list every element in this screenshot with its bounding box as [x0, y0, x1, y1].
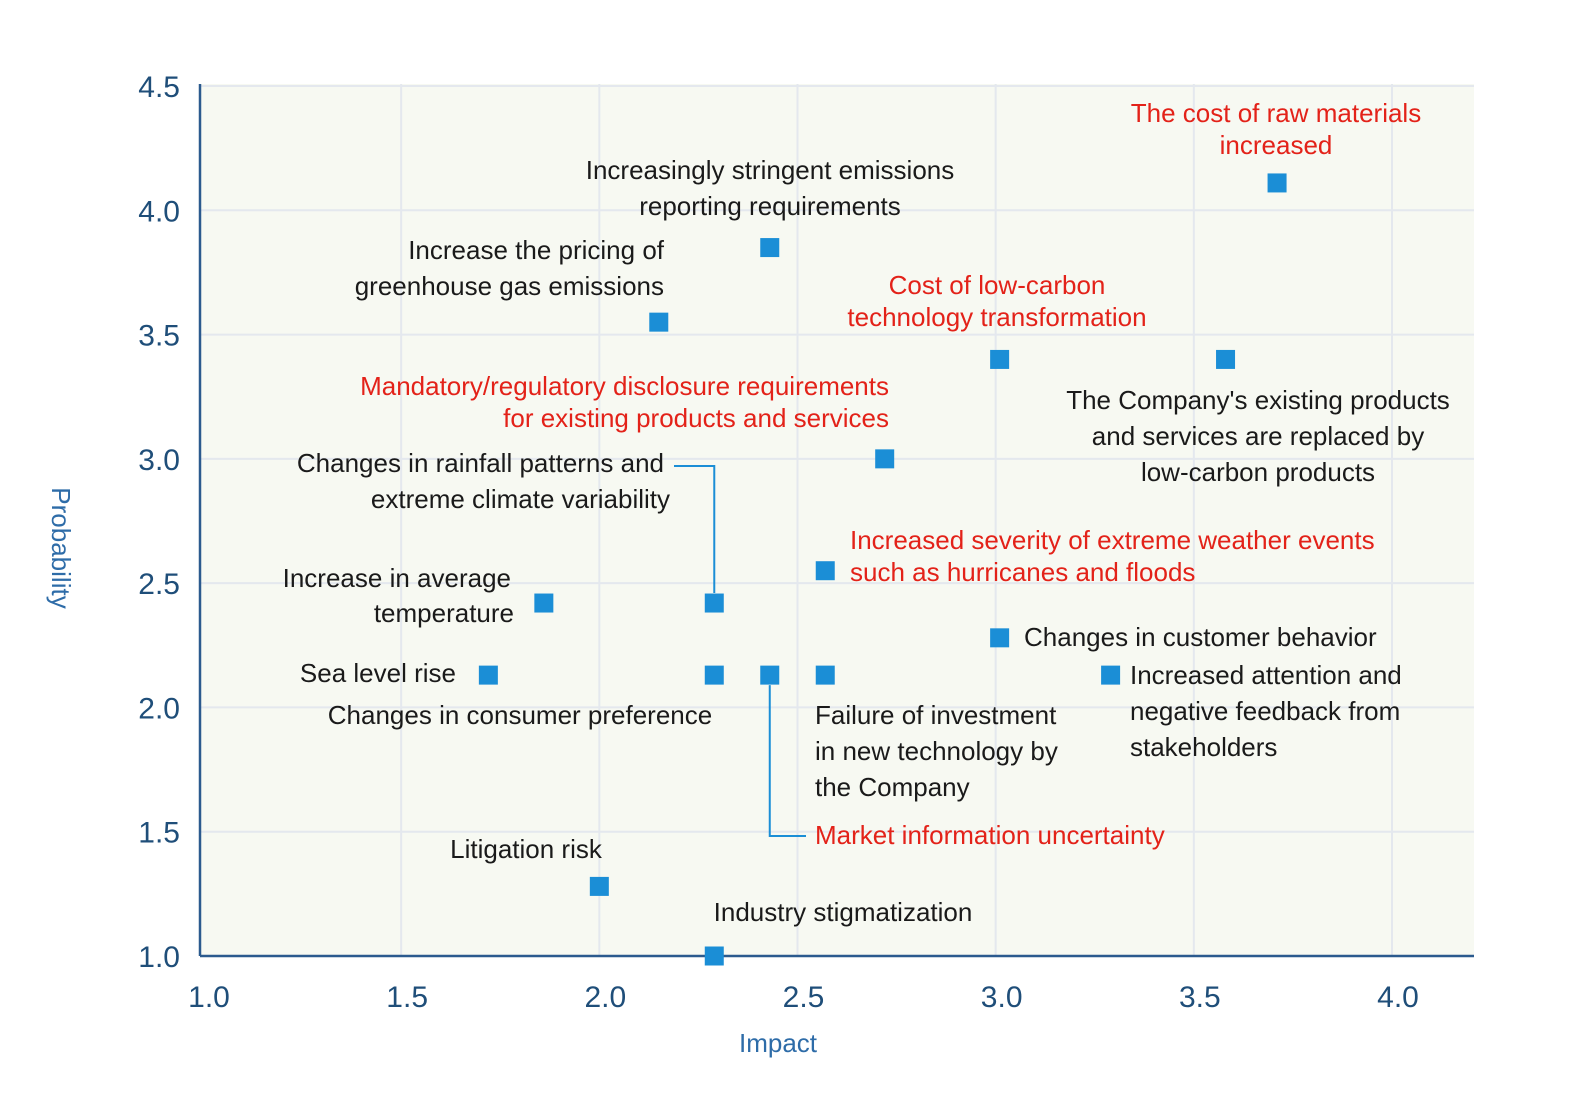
label-line: temperature — [374, 598, 514, 628]
point-stringent-reporting — [760, 238, 780, 258]
point-sea-level-rise — [478, 665, 498, 685]
label-line: Litigation risk — [450, 834, 603, 864]
label-rainfall-patterns: Changes in rainfall patterns and extreme … — [297, 448, 670, 514]
label-stringent-reporting: Increasingly stringent emissions reportin… — [586, 155, 955, 221]
point-customer-behavior — [990, 628, 1010, 648]
label-avg-temperature: Increase in average temperature — [283, 563, 514, 628]
y-tick-label: 1.0 — [138, 941, 180, 974]
x-tick-label: 1.0 — [188, 981, 230, 1014]
label-consumer-preference: Changes in consumer preference — [328, 700, 712, 730]
label-line: negative feedback from — [1130, 696, 1400, 726]
label-sea-level-rise: Sea level rise — [300, 658, 456, 688]
leader-lines — [674, 465, 806, 837]
axes — [198, 84, 1474, 958]
point-ghg-pricing — [649, 312, 669, 332]
label-line: Changes in customer behavior — [1024, 622, 1377, 652]
label-products-replaced: The Company's existing products and servi… — [1066, 385, 1450, 487]
label-line: technology transformation — [847, 302, 1146, 332]
point-low-carbon-transformation — [990, 349, 1010, 369]
grid-lines — [200, 84, 1474, 956]
label-line: extreme climate variability — [371, 484, 670, 514]
y-tick-label: 2.5 — [138, 568, 180, 601]
y-tick-label: 3.5 — [138, 320, 180, 353]
tick-labels: 1.0 1.5 2.0 2.5 3.0 3.5 4.0 1.0 1.5 2.0 2.5 3.0 3.5 4… — [138, 71, 1419, 1014]
label-investment-failure: Failure of investment in new technology b… — [815, 700, 1058, 802]
label-line: Increased attention and — [1130, 660, 1402, 690]
label-litigation-risk: Litigation risk — [450, 834, 603, 864]
point-consumer-preference — [704, 665, 724, 685]
x-tick-label: 2.5 — [783, 981, 825, 1014]
label-line: Increase the pricing of — [408, 235, 665, 265]
x-tick-label: 4.0 — [1377, 981, 1419, 1014]
x-axis-title: Impact — [739, 1028, 818, 1058]
y-axis-title: Probability — [46, 487, 76, 608]
point-rainfall-patterns — [704, 593, 724, 613]
label-line: Sea level rise — [300, 658, 456, 688]
y-tick-label: 4.0 — [138, 195, 180, 228]
label-line: Changes in consumer preference — [328, 700, 712, 730]
y-tick-label: 3.0 — [138, 444, 180, 477]
label-line: Changes in rainfall patterns and — [297, 448, 664, 478]
label-line: greenhouse gas emissions — [355, 271, 664, 301]
point-stakeholder-feedback — [1101, 665, 1121, 685]
label-line: Industry stigmatization — [714, 897, 973, 927]
label-extreme-weather: Increased severity of extreme weather ev… — [850, 525, 1375, 587]
point-litigation-risk — [589, 876, 609, 896]
label-line: in new technology by — [815, 736, 1058, 766]
label-line: reporting requirements — [639, 191, 901, 221]
label-line: Market information uncertainty — [815, 820, 1165, 850]
label-industry-stigmatization: Industry stigmatization — [714, 897, 973, 927]
point-avg-temperature — [534, 593, 554, 613]
label-disclosure-requirements: Mandatory/regulatory disclosure requirem… — [360, 371, 889, 433]
x-tick-label: 3.5 — [1179, 981, 1221, 1014]
label-line: Increased severity of extreme weather ev… — [850, 525, 1375, 555]
label-customer-behavior: Changes in customer behavior — [1024, 622, 1377, 652]
label-low-carbon-transformation: Cost of low-carbon technology transformat… — [847, 270, 1146, 332]
label-line: such as hurricanes and floods — [850, 557, 1195, 587]
point-labels: The cost of raw materials increased Increa… — [283, 98, 1450, 927]
leader-rainfall-patterns — [674, 465, 716, 594]
label-line: increased — [1220, 130, 1333, 160]
label-line: stakeholders — [1130, 732, 1277, 762]
label-line: low-carbon products — [1141, 457, 1375, 487]
label-line: Failure of investment — [815, 700, 1057, 730]
point-industry-stigmatization — [704, 946, 724, 966]
label-line: The cost of raw materials — [1131, 98, 1421, 128]
label-line: Increase in average — [283, 563, 511, 593]
point-market-uncertainty — [760, 665, 780, 685]
point-extreme-weather — [815, 561, 835, 581]
point-raw-materials — [1267, 173, 1287, 193]
label-raw-materials: The cost of raw materials increased — [1131, 98, 1421, 160]
label-line: Cost of low-carbon — [889, 270, 1106, 300]
label-line: and services are replaced by — [1092, 421, 1424, 451]
label-line: for existing products and services — [503, 403, 889, 433]
point-disclosure-requirements — [875, 449, 895, 469]
label-stakeholder-feedback: Increased attention and negative feedback… — [1130, 660, 1402, 762]
data-points — [478, 173, 1287, 966]
leader-market-uncertainty — [768, 685, 806, 837]
label-line: the Company — [815, 772, 970, 802]
label-market-uncertainty: Market information uncertainty — [815, 820, 1165, 850]
y-tick-label: 1.5 — [138, 817, 180, 850]
label-line: The Company's existing products — [1066, 385, 1450, 415]
x-tick-label: 1.5 — [386, 981, 428, 1014]
label-ghg-pricing: Increase the pricing of greenhouse gas em… — [355, 235, 665, 301]
y-tick-label: 4.5 — [138, 71, 180, 104]
y-tick-label: 2.0 — [138, 692, 180, 725]
point-products-replaced — [1216, 349, 1236, 369]
label-line: Increasingly stringent emissions — [586, 155, 955, 185]
x-tick-label: 3.0 — [981, 981, 1023, 1014]
x-tick-label: 2.0 — [584, 981, 626, 1014]
point-investment-failure — [815, 665, 835, 685]
label-line: Mandatory/regulatory disclosure requirem… — [360, 371, 889, 401]
plot-area — [200, 84, 1474, 956]
